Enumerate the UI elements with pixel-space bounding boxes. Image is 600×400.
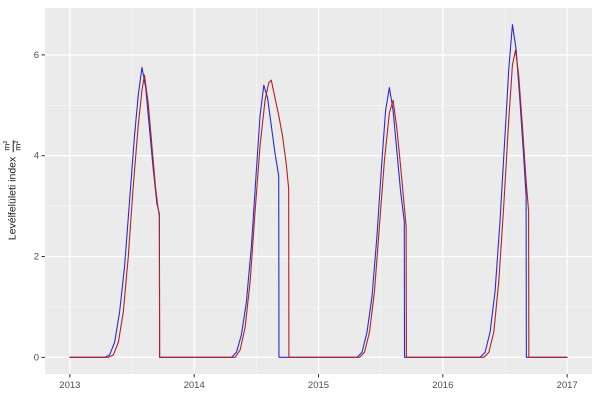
y-tick-label: 4 <box>34 151 39 162</box>
unit-denominator: m² <box>12 140 23 151</box>
y-tick-label: 0 <box>34 352 39 363</box>
y-axis-label-text: Levélfelületi index <box>7 156 19 241</box>
y-tick-label: 6 <box>34 50 39 61</box>
series-line-series-red <box>69 49 568 358</box>
y-tick-label: 2 <box>34 252 39 263</box>
x-tick-label: 2015 <box>308 380 329 391</box>
x-tick-label: 2017 <box>557 380 578 391</box>
y-axis-unit-fraction: m² m² <box>2 139 24 152</box>
x-tick-label: 2014 <box>184 380 205 391</box>
y-axis-label: Levélfelületi index m² m² <box>2 139 24 241</box>
x-tick-label: 2013 <box>59 380 80 391</box>
x-tick-label: 2016 <box>432 380 453 391</box>
